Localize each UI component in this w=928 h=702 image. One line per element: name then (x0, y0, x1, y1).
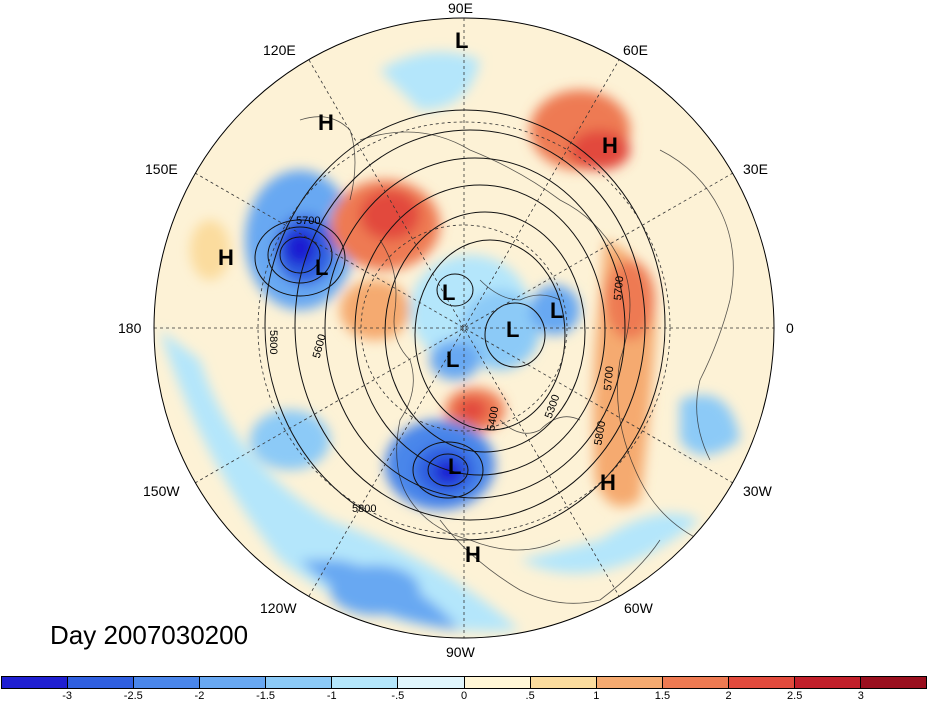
contour-label: 5700 (602, 366, 616, 391)
lon-label-60e: 60E (623, 42, 648, 58)
contour-label: 5800 (352, 503, 376, 515)
pressure-center-label: L (506, 317, 519, 342)
colorbar-swatch (266, 677, 333, 688)
pressure-centers: L H H H L L L L L L H H (218, 28, 618, 567)
contour-label: 5800 (592, 420, 608, 446)
pressure-center-label: L (550, 298, 563, 323)
colorbar-tick-label: 0 (460, 690, 468, 702)
pressure-center-label: H (602, 133, 618, 158)
contour-label: 5400 (485, 406, 501, 432)
colorbar-tick-label: -.5 (391, 690, 405, 702)
colorbar-swatch (332, 677, 399, 688)
map-boundary (153, 17, 775, 639)
lon-label-0: 0 (786, 320, 794, 336)
colorbar-tick-label: -1.5 (256, 690, 276, 702)
pressure-center-label: L (442, 280, 455, 305)
contour-label: 5700 (612, 275, 626, 300)
colorbar-swatch (861, 677, 927, 688)
colorbar-tick-label: 2 (725, 690, 732, 702)
pressure-center-label: L (315, 255, 328, 280)
lon-label-120e: 120E (263, 42, 296, 58)
lon-label-90w: 90W (446, 644, 475, 660)
lon-label-30w: 30W (743, 483, 772, 499)
pressure-center-label: H (600, 470, 616, 495)
graticule (154, 18, 774, 638)
colorbar-tick-label: 2.5 (787, 690, 803, 702)
pressure-center-label: L (446, 347, 459, 372)
colorbar-tick-label: 1.5 (654, 690, 671, 702)
lon-label-150e: 150E (145, 161, 178, 177)
colorbar-tick-label: 3 (857, 690, 864, 702)
colorbar-swatch (68, 677, 135, 688)
lon-label-150w: 150W (143, 483, 180, 499)
lon-label-180: 180 (118, 320, 142, 336)
colorbar-swatch (398, 677, 465, 688)
pressure-center-label: L (448, 454, 461, 479)
lon-label-30e: 30E (743, 161, 768, 177)
contour-label: 5800 (267, 330, 279, 354)
colorbar-swatch (596, 677, 663, 688)
colorbar-tick-label: -1 (326, 690, 337, 702)
colorbar-tick-label: -2 (194, 690, 205, 702)
pressure-center-label: H (218, 245, 234, 270)
colorbar-swatch (530, 677, 597, 688)
lon-label-120w: 120W (260, 600, 297, 616)
colorbar-swatch (662, 677, 729, 688)
pressure-center-label: L (455, 28, 468, 53)
plot-title: Day 2007030200 (50, 620, 249, 650)
colorbar-tick-label: .5 (525, 690, 535, 702)
colorbar-swatch (794, 677, 862, 688)
colorbar-tick-label: 1 (593, 690, 600, 702)
colorbar-swatch (2, 677, 69, 688)
lon-label-90e: 90E (448, 0, 473, 16)
colorbar-tick-label: -2.5 (123, 690, 143, 702)
pressure-center-label: H (465, 542, 481, 567)
lon-label-60w: 60W (624, 600, 653, 616)
colorbar-swatch (464, 677, 531, 688)
colorbar-swatch (200, 677, 267, 688)
colorbar (1, 676, 927, 689)
colorbar-swatch (134, 677, 201, 688)
contour-label: 5700 (296, 215, 320, 227)
anomaly-field (154, 18, 774, 638)
colorbar-swatch (728, 677, 795, 688)
pressure-center-label: H (318, 110, 334, 135)
colorbar-tick-label: -3 (62, 690, 73, 702)
